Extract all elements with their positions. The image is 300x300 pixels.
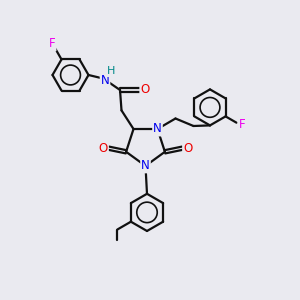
Text: O: O — [140, 83, 149, 97]
Text: F: F — [49, 38, 56, 50]
Text: N: N — [100, 74, 109, 87]
Text: O: O — [183, 142, 192, 155]
Text: F: F — [238, 118, 245, 131]
Text: H: H — [107, 66, 115, 76]
Text: N: N — [141, 159, 150, 172]
Text: O: O — [99, 142, 108, 155]
Text: N: N — [153, 122, 162, 136]
